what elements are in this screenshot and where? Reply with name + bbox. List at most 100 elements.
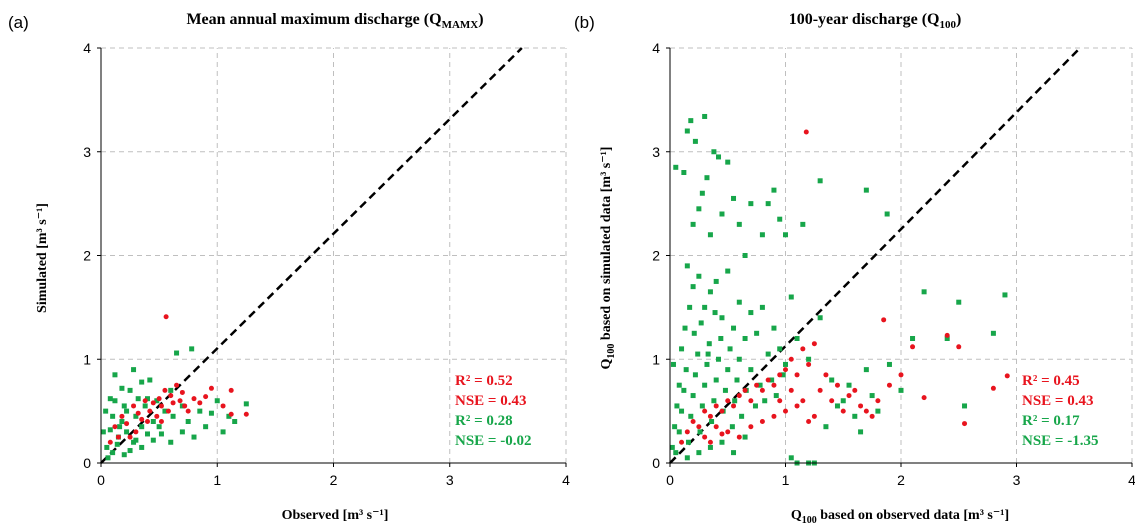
data-point-square <box>695 351 701 357</box>
data-point-square <box>719 439 725 445</box>
data-point-square <box>100 429 106 435</box>
data-point-square <box>858 429 864 435</box>
data-point-square <box>156 424 162 430</box>
data-point-circle <box>713 424 719 430</box>
data-point-circle <box>702 434 708 440</box>
data-point-circle <box>179 389 185 395</box>
data-point-square <box>702 113 708 119</box>
y-tick-label: 2 <box>652 248 660 264</box>
stat-annotation: NSE = 0.43 <box>455 393 526 409</box>
data-point-square <box>105 455 111 461</box>
reference-line <box>669 47 1081 464</box>
data-point-square <box>124 408 130 414</box>
data-point-circle <box>834 382 840 388</box>
data-point-circle <box>228 387 234 393</box>
data-point-circle <box>852 387 858 393</box>
data-point-square <box>765 351 771 357</box>
x-tick-label: 3 <box>446 472 454 488</box>
data-point-circle <box>150 400 156 406</box>
data-point-circle <box>147 408 153 414</box>
data-point-circle <box>154 413 160 419</box>
data-point-circle <box>800 398 806 404</box>
data-point-square <box>712 310 718 316</box>
data-point-circle <box>191 396 197 402</box>
data-point-square <box>688 118 694 124</box>
x-tick-label: 3 <box>1013 472 1021 488</box>
data-point-square <box>145 431 150 437</box>
data-point-circle <box>863 408 869 414</box>
data-point-circle <box>898 372 904 378</box>
data-point-square <box>863 367 869 373</box>
data-point-square <box>112 372 118 378</box>
data-point-square <box>742 253 748 258</box>
data-point-square <box>669 444 675 450</box>
data-point-square <box>698 320 704 326</box>
data-point-square <box>759 232 765 238</box>
data-point-square <box>719 211 725 217</box>
x-tick-label: 4 <box>562 472 570 488</box>
panel-letter-a: (a) <box>8 13 29 32</box>
x-axis-label-b: Q100 based on observed data [m³ s⁻¹] <box>791 508 1009 526</box>
data-point-square <box>208 410 214 416</box>
data-point-square <box>145 396 150 402</box>
data-point-circle <box>800 346 806 352</box>
data-point-square <box>748 310 754 316</box>
data-point-square <box>718 336 724 341</box>
data-point-square <box>131 367 137 373</box>
data-point-circle <box>124 421 130 427</box>
data-point-square <box>174 350 180 356</box>
stat-annotation: R² = 0.28 <box>455 413 513 429</box>
data-point-circle <box>228 411 234 417</box>
data-point-square <box>139 379 145 385</box>
data-point-square <box>834 403 840 409</box>
data-point-circle <box>921 395 927 401</box>
data-point-square <box>121 403 127 409</box>
data-point-circle <box>806 419 812 424</box>
data-point-square <box>1002 292 1008 298</box>
data-point-circle <box>690 419 696 424</box>
data-point-square <box>688 413 694 419</box>
data-point-circle <box>220 403 226 409</box>
data-point-circle <box>684 429 690 435</box>
data-point-square <box>771 325 777 331</box>
data-point-square <box>168 439 174 445</box>
x-tick-label: 4 <box>1128 472 1135 488</box>
data-point-circle <box>944 332 950 338</box>
data-point-square <box>107 396 113 402</box>
data-point-circle <box>725 398 731 404</box>
y-tick-label: 3 <box>652 144 660 160</box>
x-tick-label: 1 <box>213 472 221 488</box>
data-point-square <box>736 299 742 305</box>
data-point-square <box>711 398 717 404</box>
data-point-square <box>676 429 682 435</box>
data-point-circle <box>145 419 150 424</box>
data-point-square <box>898 387 904 393</box>
data-point-square <box>699 190 705 196</box>
data-point-square <box>170 413 176 419</box>
data-point-square <box>681 387 687 393</box>
data-point-square <box>722 387 728 393</box>
data-point-square <box>777 216 783 222</box>
data-point-square <box>752 403 758 409</box>
data-point-circle <box>185 408 191 414</box>
y-tick-label: 1 <box>652 351 660 367</box>
data-point-square <box>114 441 120 447</box>
data-point-circle <box>788 387 794 393</box>
data-point-square <box>110 450 116 456</box>
data-point-circle <box>962 421 968 427</box>
data-point-square <box>734 377 740 383</box>
data-point-square <box>696 273 702 279</box>
data-point-circle <box>725 429 731 435</box>
data-point-square <box>243 401 249 407</box>
y-tick-label: 4 <box>83 40 91 56</box>
data-point-square <box>682 325 688 331</box>
data-point-square <box>706 341 712 347</box>
data-point-circle <box>736 434 742 440</box>
data-point-square <box>704 361 710 367</box>
data-point-square <box>806 356 812 362</box>
data-point-square <box>135 396 141 402</box>
stat-annotation: R² = 0.45 <box>1022 373 1080 389</box>
data-point-circle <box>139 416 145 422</box>
data-point-circle <box>182 403 188 409</box>
data-point-square <box>884 211 890 217</box>
